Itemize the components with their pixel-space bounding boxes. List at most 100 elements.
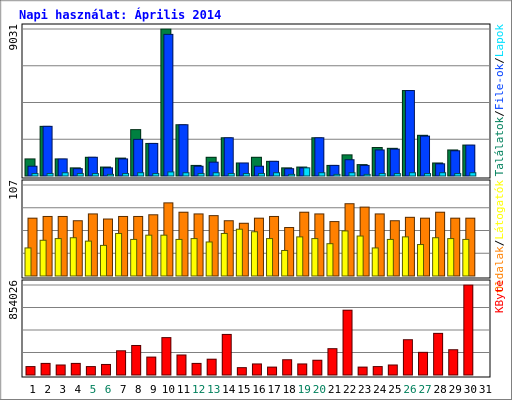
bar-hits-File-ok-day-26: [404, 90, 415, 177]
bar-kbytes-KByte-day-21: [327, 348, 338, 376]
bar-hits-Lapok-day-29: [454, 173, 462, 177]
bar-kbytes-KByte-day-16: [251, 363, 262, 376]
x-tick-label-day-27: 27: [418, 383, 431, 396]
bar-hits-Lapok-day-14: [227, 173, 235, 177]
bar-kbytes-KByte-day-9: [146, 356, 157, 376]
bar-kbytes-KByte-day-25: [387, 364, 398, 376]
bar-hits-Lapok-day-22: [348, 172, 356, 177]
bar-visits-Látogatók-day-30: [462, 238, 470, 277]
bar-visits-Látogatók-day-11: [175, 238, 183, 277]
bar-hits-Lapok-day-28: [439, 172, 447, 177]
panel-hits: 9031 Találatok/File-ok/Lapok: [7, 23, 506, 179]
bar-hits-Lapok-day-9: [152, 173, 160, 177]
bar-kbytes-KByte-day-18: [282, 359, 293, 376]
bar-hits-File-ok-day-24: [374, 149, 385, 177]
bar-kbytes-KByte-day-11: [176, 354, 187, 376]
x-tick-label-day-1: 1: [29, 383, 36, 396]
bar-kbytes-KByte-day-2: [40, 362, 51, 376]
bar-visits-Látogatók-day-8: [130, 238, 138, 277]
x-tick-label-day-20: 20: [313, 383, 326, 396]
bar-visits-Látogatók-day-12: [190, 238, 198, 277]
bar-visits-Látogatók-day-18: [281, 249, 289, 277]
bar-hits-Lapok-day-10: [167, 171, 175, 177]
x-tick-label-day-31: 31: [479, 383, 492, 396]
bar-hits-File-ok-day-20: [314, 137, 325, 177]
bar-hits-Lapok-day-6: [106, 173, 114, 177]
bar-hits-Lapok-day-12: [197, 173, 205, 177]
legend-hits: Találatok/File-ok/Lapok: [493, 24, 506, 177]
x-tick-label-day-6: 6: [105, 383, 112, 396]
bar-visits-Látogatók-day-5: [84, 240, 92, 277]
bar-visits-Látogatók-day-10: [160, 234, 168, 277]
bar-hits-Lapok-day-5: [91, 173, 99, 177]
x-tick-label-day-13: 13: [207, 383, 220, 396]
chart-title: Napi használat: Április 2014: [19, 7, 221, 22]
bar-hits-Lapok-day-1: [31, 173, 39, 177]
x-tick-label-day-21: 21: [328, 383, 341, 396]
bar-visits-Látogatók-day-15: [235, 228, 243, 277]
x-tick-label-day-11: 11: [177, 383, 190, 396]
bar-visits-Látogatók-day-19: [296, 236, 304, 277]
bar-hits-Lapok-day-16: [257, 173, 265, 177]
bar-kbytes-KByte-day-22: [342, 309, 353, 376]
bar-hits-Lapok-day-8: [137, 172, 145, 177]
legend-entry: Oldalak: [493, 246, 506, 293]
bar-kbytes-KByte-day-3: [55, 364, 66, 376]
x-tick-label-day-29: 29: [449, 383, 462, 396]
bar-hits-File-ok-day-9: [148, 142, 159, 177]
x-tick-label-day-23: 23: [358, 383, 371, 396]
x-tick-label-day-3: 3: [59, 383, 66, 396]
series-visits-1: [24, 228, 470, 277]
bar-kbytes-KByte-day-6: [100, 363, 111, 376]
legend-entry: Látogatók: [493, 180, 506, 240]
bar-hits-Lapok-day-17: [273, 172, 281, 177]
panel-visits: 107 Oldalak/Látogatók: [7, 179, 506, 293]
legend-entry: KByte: [493, 280, 506, 313]
bar-hits-File-ok-day-27: [420, 135, 431, 177]
x-tick-label-day-25: 25: [388, 383, 401, 396]
bar-visits-Látogatók-day-1: [24, 247, 32, 277]
bar-kbytes-KByte-day-4: [70, 362, 81, 376]
panel-kbytes: 854026 KByte: [7, 279, 506, 378]
bar-kbytes-KByte-day-26: [402, 339, 413, 376]
y-max-label-hits: 9031: [7, 24, 20, 51]
y-max-label-visits: 107: [7, 180, 20, 200]
x-tick-label-day-19: 19: [298, 383, 311, 396]
x-tick-label-day-14: 14: [222, 383, 236, 396]
bar-kbytes-KByte-day-17: [267, 366, 278, 376]
x-tick-label-day-2: 2: [44, 383, 51, 396]
bar-visits-Oldalak-day-24: [374, 213, 385, 277]
bar-hits-File-ok-day-29: [450, 150, 461, 177]
x-tick-label-day-17: 17: [267, 383, 280, 396]
bar-visits-Látogatók-day-23: [356, 235, 364, 277]
bar-kbytes-KByte-day-14: [221, 333, 232, 376]
chart-panels: 9031 Találatok/File-ok/Lapok 107 Oldalak / Lá…: [7, 23, 506, 378]
series-hits-2: [31, 167, 477, 177]
bar-hits-Lapok-day-3: [61, 172, 69, 177]
y-max-label-kbytes: 854026: [7, 280, 20, 320]
bar-visits-Látogatók-day-9: [145, 234, 153, 277]
bar-kbytes-KByte-day-1: [25, 366, 36, 376]
x-tick-label-day-5: 5: [90, 383, 97, 396]
x-tick-label-day-10: 10: [162, 383, 175, 396]
legend-kbytes: KByte: [493, 280, 506, 313]
bar-hits-File-ok-day-14: [223, 137, 234, 177]
bar-kbytes-KByte-day-20: [312, 359, 323, 376]
legend-entry: File-ok: [493, 63, 506, 110]
bar-visits-Oldalak-day-1: [27, 217, 38, 277]
bar-visits-Látogatók-day-13: [205, 241, 213, 277]
bar-visits-Látogatók-day-22: [341, 230, 349, 277]
x-tick-label-day-9: 9: [150, 383, 157, 396]
bar-visits-Látogatók-day-3: [54, 238, 62, 277]
bar-visits-Látogatók-day-25: [386, 238, 394, 277]
legend-entry: /: [493, 110, 506, 117]
bar-kbytes-KByte-day-15: [236, 367, 247, 376]
bar-visits-Látogatók-day-7: [115, 232, 123, 277]
bar-visits-Látogatók-day-27: [417, 244, 425, 277]
bar-hits-File-ok-day-8: [133, 138, 144, 177]
bar-kbytes-KByte-day-13: [206, 358, 217, 376]
bar-hits-Lapok-day-25: [393, 173, 401, 177]
x-tick-label-day-4: 4: [75, 383, 82, 396]
x-tick-label-day-7: 7: [120, 383, 127, 396]
